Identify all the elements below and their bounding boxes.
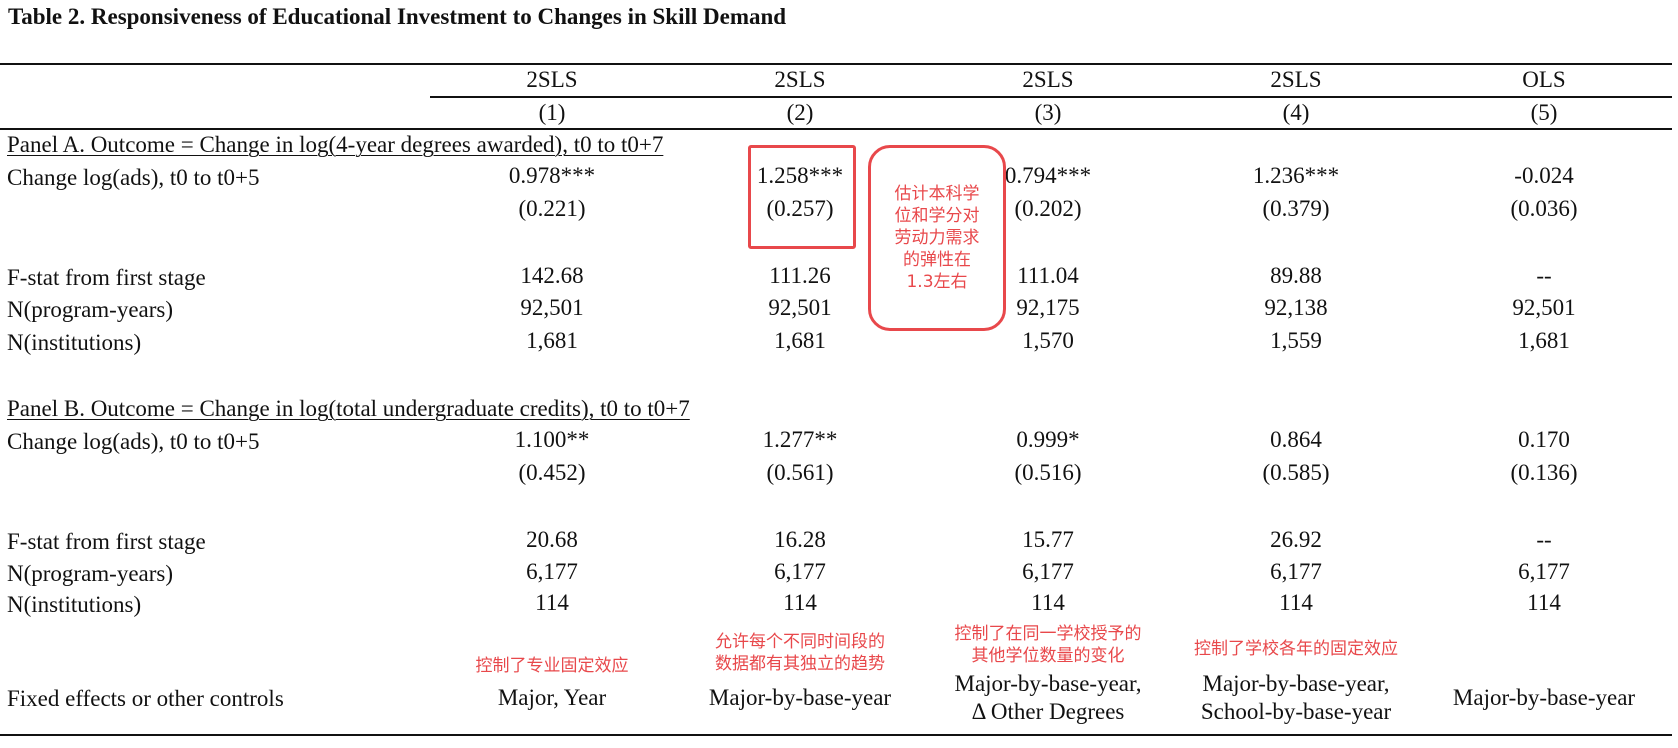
controls-line: Major-by-base-year,	[954, 671, 1142, 696]
fstat-cell: 89.88	[1270, 263, 1322, 288]
coef-cell: 1.258***	[756, 163, 844, 188]
col2-number: (2)	[786, 100, 814, 125]
n-cell: 92,138	[1264, 295, 1328, 320]
se-cell: (0.452)	[518, 460, 586, 485]
se-cell: (0.036)	[1510, 196, 1578, 221]
inst-cell: 1,570	[1022, 328, 1074, 353]
controls-cell: Major, Year	[452, 684, 652, 712]
controls-line: Major-by-base-year	[1452, 685, 1636, 710]
se-cell: (0.221)	[518, 196, 586, 221]
annotation-col2: 允许每个不同时间段的 数据都有其独立的趋势	[680, 631, 920, 675]
row-label: F-stat from first stage	[7, 529, 206, 554]
se-cell: (0.379)	[1262, 196, 1330, 221]
se-cell: (0.257)	[766, 196, 834, 221]
fstat-cell: --	[1536, 527, 1552, 552]
header-rule	[430, 96, 1672, 98]
coef-cell: 1.100**	[514, 427, 590, 452]
inst-cell: 1,681	[526, 328, 578, 353]
controls-cell: Major-by-base-year	[1444, 684, 1644, 712]
fstat-cell: 111.26	[769, 263, 831, 288]
row-label: F-stat from first stage	[7, 265, 206, 290]
row-label: N(institutions)	[7, 330, 142, 355]
controls-line: Δ Other Degrees	[971, 699, 1125, 724]
col4-number: (4)	[1282, 100, 1310, 125]
se-cell: (0.585)	[1262, 460, 1330, 485]
controls-line: School-by-base-year	[1200, 699, 1392, 724]
col1-method: 2SLS	[526, 67, 578, 92]
inst-cell: 1,559	[1270, 328, 1322, 353]
col5-method: OLS	[1522, 67, 1566, 92]
panel-a-heading: Panel A. Outcome = Change in log(4-year …	[7, 132, 664, 157]
controls-cell: Major-by-base-year, Δ Other Degrees	[948, 670, 1148, 726]
annotation-col1: 控制了专业固定效应	[475, 656, 629, 676]
n-cell: 92,501	[520, 295, 584, 320]
annotation-bubble: 估计本科学位和学分对劳动力需求的弹性在1.3左右	[868, 145, 1006, 331]
inst-cell: 1,681	[1518, 328, 1570, 353]
coef-cell: 0.999*	[1016, 427, 1080, 452]
col5-number: (5)	[1530, 100, 1558, 125]
se-cell: (0.202)	[1014, 196, 1082, 221]
row-label: Change log(ads), t0 to t0+5	[7, 429, 260, 454]
row-label: N(program-years)	[7, 297, 174, 322]
n-cell: 92,175	[1016, 295, 1080, 320]
table-title: Table 2. Responsiveness of Educational I…	[8, 4, 787, 29]
bottom-rule	[0, 734, 1672, 736]
inst-cell: 114	[783, 590, 817, 615]
coef-cell: 1.277**	[762, 427, 838, 452]
header-bottom-rule	[0, 128, 1672, 130]
col1-number: (1)	[538, 100, 566, 125]
panel-b-heading: Panel B. Outcome = Change in log(total u…	[7, 396, 690, 421]
fstat-cell: --	[1536, 263, 1552, 288]
col4-method: 2SLS	[1270, 67, 1322, 92]
fstat-cell: 20.68	[526, 527, 578, 552]
col3-number: (3)	[1034, 100, 1062, 125]
controls-line: Major-by-base-year,	[1202, 671, 1390, 696]
se-cell: (0.561)	[766, 460, 834, 485]
annotation-line: 控制了在同一学校授予的	[954, 624, 1142, 644]
fstat-cell: 15.77	[1022, 527, 1074, 552]
highlight-box	[748, 145, 856, 249]
coef-cell: 1.236***	[1252, 163, 1340, 188]
annotation-line: 允许每个不同时间段的	[715, 632, 885, 652]
n-cell: 92,501	[768, 295, 832, 320]
col3-method: 2SLS	[1022, 67, 1074, 92]
n-cell: 6,177	[1022, 559, 1074, 584]
coef-cell: 0.978***	[508, 163, 596, 188]
annotation-line: 数据都有其独立的趋势	[715, 654, 885, 674]
row-label: N(institutions)	[7, 592, 142, 617]
se-cell: (0.516)	[1014, 460, 1082, 485]
coef-cell: 0.864	[1270, 427, 1322, 452]
controls-label: Fixed effects or other controls	[7, 686, 284, 711]
n-cell: 6,177	[526, 559, 578, 584]
coef-cell: 0.794***	[1004, 163, 1092, 188]
controls-cell: Major-by-base-year, School-by-base-year	[1196, 670, 1396, 726]
coef-cell: 0.170	[1518, 427, 1570, 452]
controls-line: Major, Year	[497, 685, 607, 710]
n-cell: 92,501	[1512, 295, 1576, 320]
inst-cell: 1,681	[774, 328, 826, 353]
inst-cell: 114	[1527, 590, 1561, 615]
annotation-col4: 控制了学校各年的固定效应	[1194, 639, 1398, 659]
inst-cell: 114	[535, 590, 569, 615]
fstat-cell: 26.92	[1270, 527, 1322, 552]
fstat-cell: 16.28	[774, 527, 826, 552]
inst-cell: 114	[1279, 590, 1313, 615]
annotation-col3: 控制了在同一学校授予的 其他学位数量的变化	[928, 623, 1168, 667]
row-label: N(program-years)	[7, 561, 174, 586]
top-rule	[0, 63, 1672, 65]
row-label: Change log(ads), t0 to t0+5	[7, 165, 260, 190]
controls-line: Major-by-base-year	[708, 685, 892, 710]
inst-cell: 114	[1031, 590, 1065, 615]
annotation-line: 其他学位数量的变化	[971, 646, 1125, 666]
annotation-bubble-text: 估计本科学位和学分对劳动力需求的弹性在1.3左右	[894, 184, 980, 292]
fstat-cell: 111.04	[1017, 263, 1079, 288]
n-cell: 6,177	[1270, 559, 1322, 584]
coef-cell: -0.024	[1514, 163, 1574, 188]
fstat-cell: 142.68	[520, 263, 584, 288]
n-cell: 6,177	[774, 559, 826, 584]
n-cell: 6,177	[1518, 559, 1570, 584]
controls-cell: Major-by-base-year	[700, 684, 900, 712]
col2-method: 2SLS	[774, 67, 826, 92]
se-cell: (0.136)	[1510, 460, 1578, 485]
